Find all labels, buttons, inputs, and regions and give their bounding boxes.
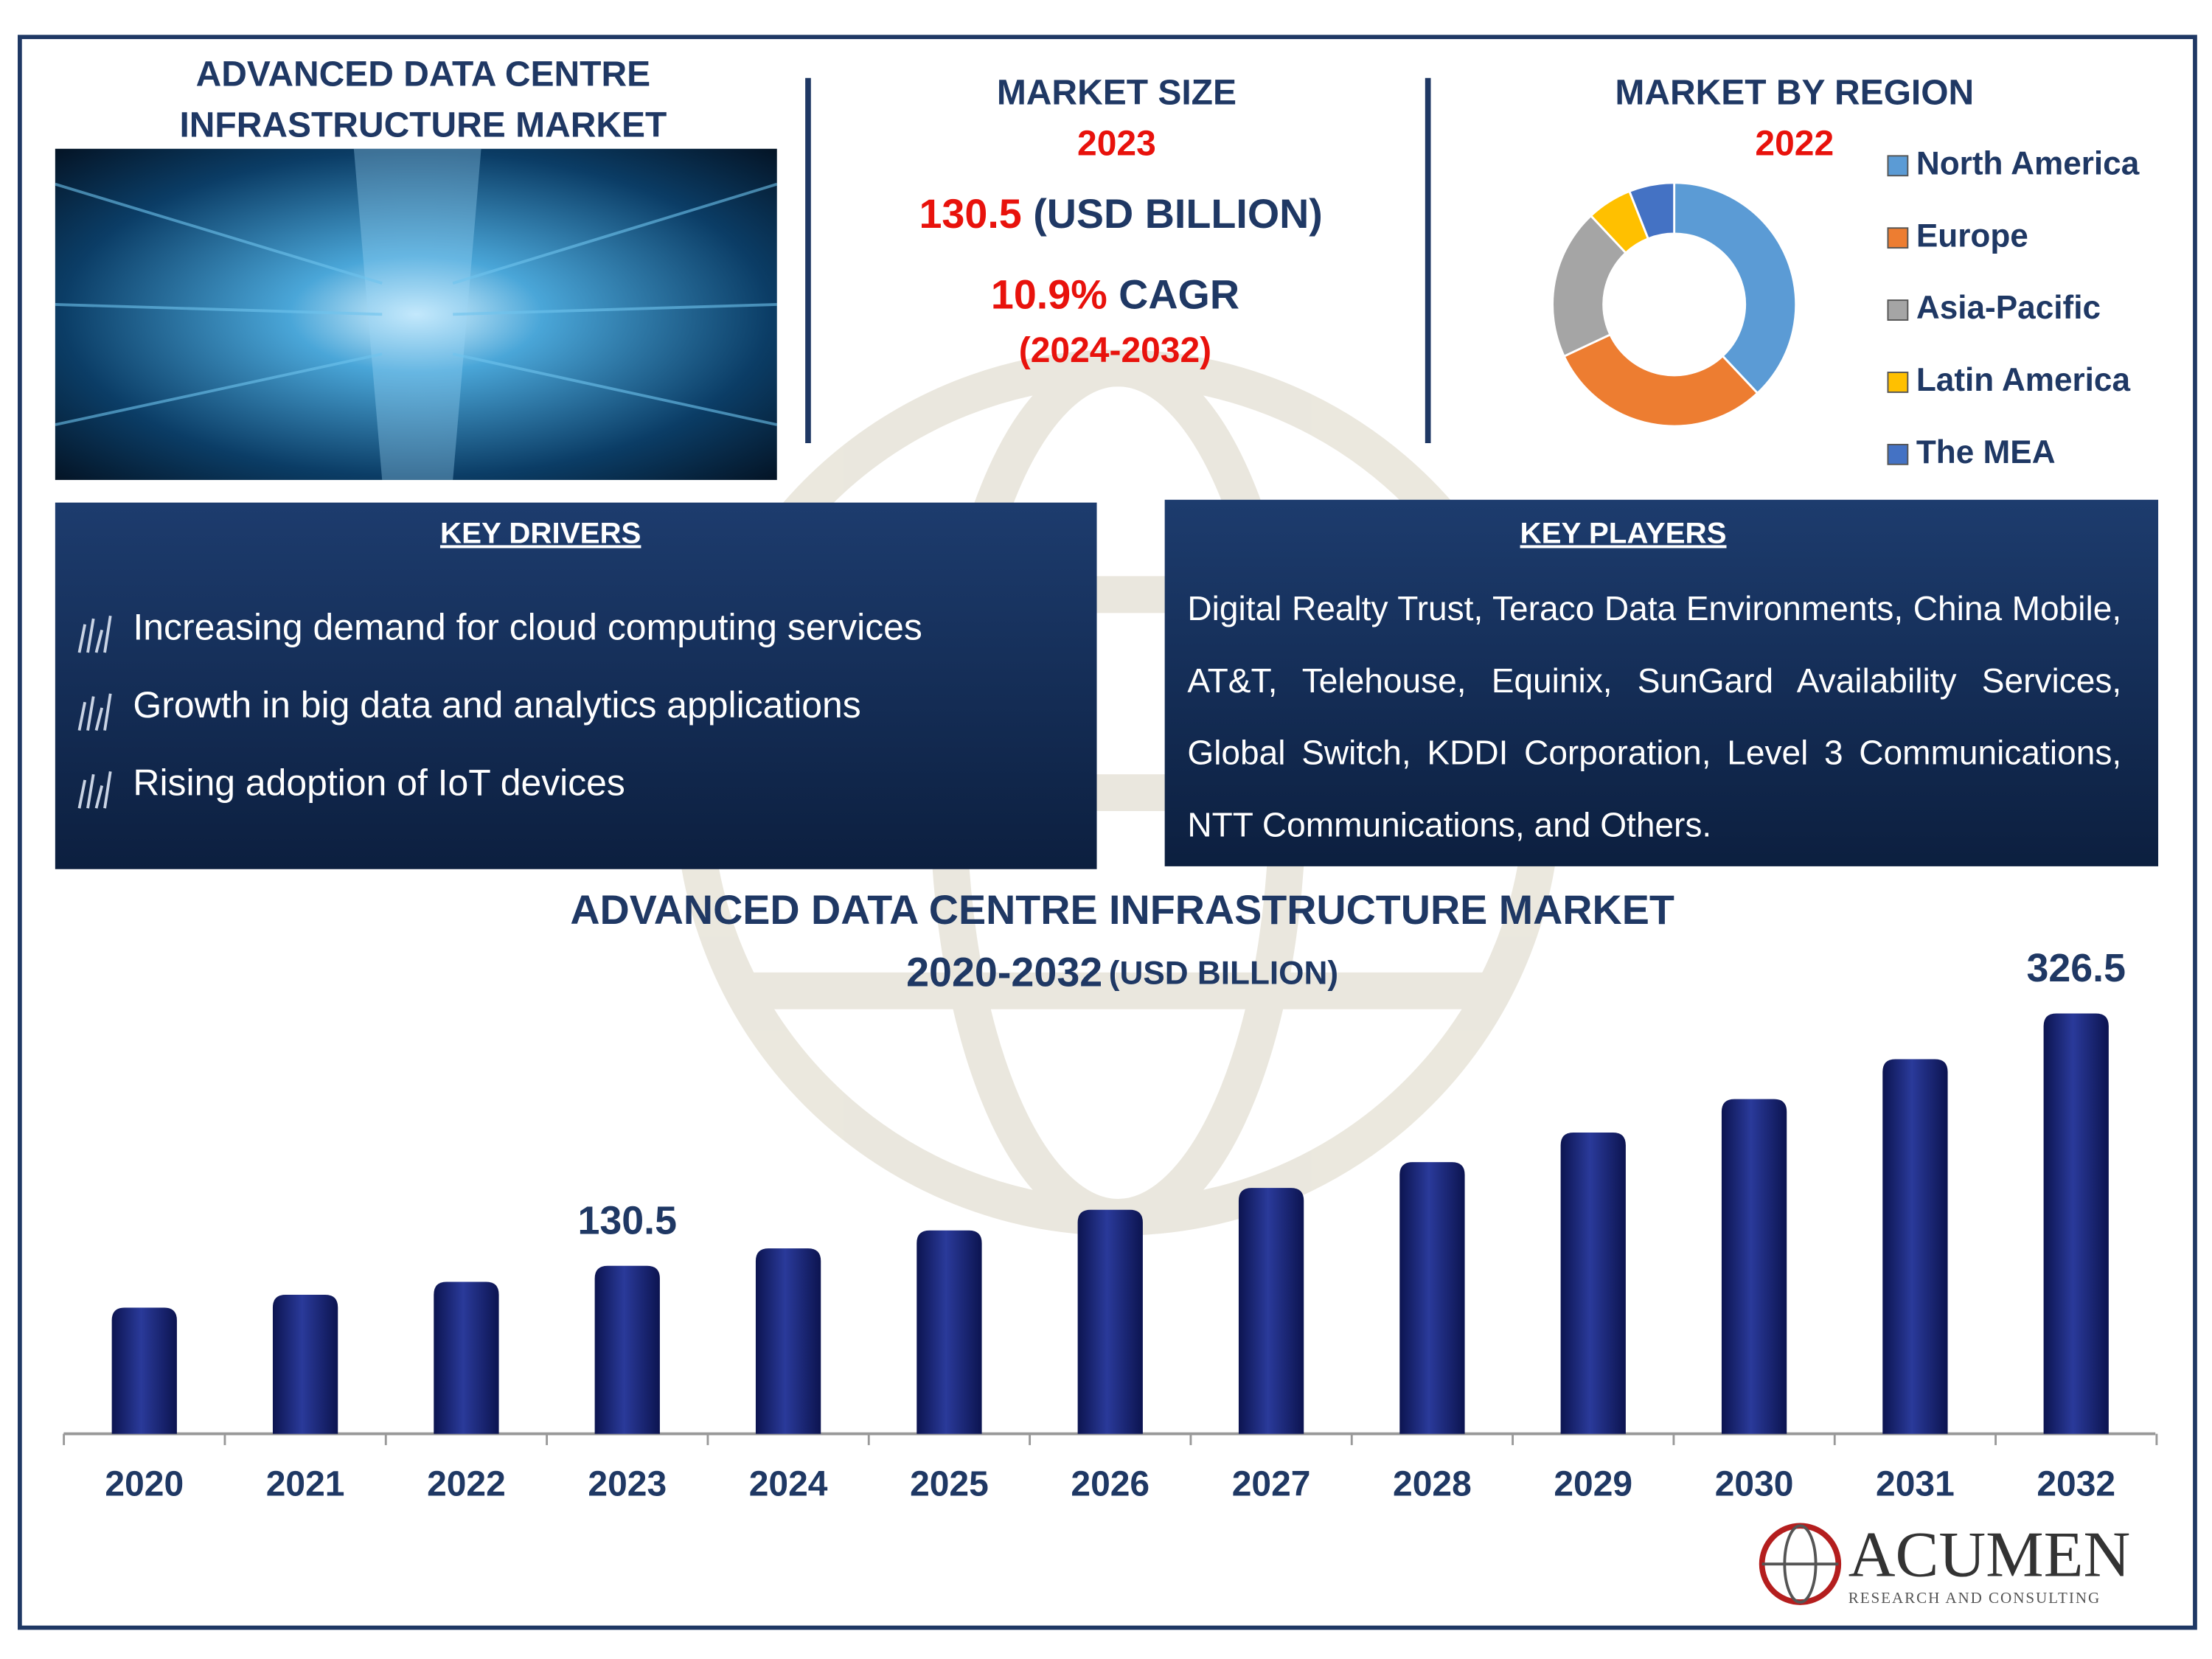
bar (1238, 1188, 1304, 1434)
logo-name: ACUMEN (1848, 1519, 2131, 1591)
donut-segment (1627, 181, 1676, 240)
value-label: 130.5 (578, 1198, 677, 1242)
legend-label: Asia-Pacific (1916, 290, 2101, 326)
icon-stroke (103, 615, 112, 653)
legend-swatch (1887, 227, 1909, 249)
donut-segment (1673, 181, 1798, 395)
legend-swatch (1887, 299, 1909, 321)
bar (917, 1230, 982, 1434)
value-label: 326.5 (2027, 946, 2126, 990)
period: (2024-2032) (1019, 331, 1211, 370)
bar (1399, 1162, 1465, 1434)
icon-stroke (103, 693, 112, 731)
legend-label: Latin America (1916, 362, 2131, 398)
bar (755, 1248, 821, 1434)
value: 130.5 (919, 191, 1021, 237)
bar-subtitle-line: 2020-2032 (USD BILLION) (906, 949, 1338, 995)
driver-text: Increasing demand for cloud computing se… (133, 607, 922, 648)
x-tick-label: 2028 (1393, 1464, 1472, 1503)
donut-segment (1562, 333, 1759, 428)
bar (594, 1265, 660, 1434)
title: ADVANCED DATA CENTRE (196, 55, 650, 94)
icon-stroke (94, 629, 104, 653)
driver-text: Growth in big data and analytics applica… (133, 684, 860, 726)
donut-title: MARKET BY REGION (1615, 74, 1974, 113)
legend-label: The MEA (1916, 434, 2056, 470)
x-tick-label: 2031 (1876, 1464, 1955, 1503)
heading: MARKET SIZE (997, 74, 1237, 113)
legend-swatch (1887, 443, 1909, 465)
players-heading: KEY PLAYERS (1520, 516, 1727, 549)
x-tick-label: 2026 (1071, 1464, 1150, 1503)
icon-stroke (77, 701, 87, 731)
icon-stroke (86, 618, 95, 653)
year: 2023 (1077, 125, 1156, 164)
players-text: Digital Realty Trust, Teraco Data Enviro… (1187, 590, 2122, 846)
title: INFRASTRUCTURE MARKET (179, 106, 667, 145)
legend-label: North America (1916, 145, 2140, 181)
bar (1560, 1133, 1626, 1434)
bar-title: ADVANCED DATA CENTRE INFRASTRUCTURE MARK… (570, 887, 1674, 933)
x-tick-label: 2027 (1232, 1464, 1311, 1503)
x-tick-label: 2021 (266, 1464, 345, 1503)
bar-unit: (USD BILLION) (1109, 955, 1338, 991)
logo-tagline: RESEARCH AND CONSULTING (1848, 1589, 2101, 1607)
x-tick-label: 2032 (2037, 1464, 2115, 1503)
legend-label: Europe (1916, 218, 2028, 254)
x-tick-label: 2029 (1554, 1464, 1632, 1503)
drivers-heading: KEY DRIVERS (440, 516, 641, 549)
bar (1077, 1209, 1143, 1434)
bar (434, 1281, 499, 1434)
drivers-list: Increasing demand for cloud computing se… (77, 607, 922, 809)
icon-stroke (77, 624, 87, 653)
market-value: 130.5 (USD BILLION) (919, 191, 1322, 237)
x-tick-label: 2023 (588, 1464, 667, 1503)
bar (1721, 1099, 1787, 1434)
donut-segment (1551, 214, 1627, 358)
unit: (USD BILLION) (1033, 191, 1323, 237)
icon-stroke (94, 707, 104, 731)
driver-icon (77, 771, 112, 809)
drivers-box (55, 502, 1097, 869)
players-box (1164, 499, 2159, 866)
icon-stroke (86, 696, 95, 731)
icon-stroke (86, 773, 95, 809)
x-tick-label: 2022 (427, 1464, 506, 1503)
legend-swatch (1887, 155, 1909, 177)
cagr-label: CAGR (1119, 271, 1239, 317)
x-tick-label: 2024 (749, 1464, 828, 1503)
charts: North America Europe Asia-Pacific Latin Ame… (63, 145, 2158, 1503)
bar (111, 1307, 177, 1434)
driver-icon (77, 693, 112, 731)
x-tick-label: 2030 (1715, 1464, 1794, 1503)
icon-stroke (94, 785, 104, 809)
legend-swatch (1887, 372, 1909, 393)
driver-icon (77, 615, 112, 653)
datacenter-image (55, 148, 778, 480)
donut-subtitle: 2022 (1755, 125, 1834, 164)
bar (272, 1295, 338, 1434)
bar-subtitle: 2020-2032 (906, 949, 1102, 995)
icon-stroke (77, 779, 87, 809)
x-tick-label: 2020 (105, 1464, 184, 1503)
cagr-value: 10.9% (991, 271, 1107, 317)
driver-text: Rising adoption of IoT devices (133, 762, 625, 804)
bar (1882, 1059, 1948, 1434)
x-tick-label: 2025 (910, 1464, 989, 1503)
cagr: 10.9% CAGR (991, 271, 1239, 317)
players-container: Digital Realty Trust, Teraco Data Enviro… (1187, 590, 2122, 846)
logo: ACUMEN RESEARCH AND CONSULTING (1759, 1519, 2131, 1607)
icon-stroke (103, 771, 112, 809)
bar (2043, 1013, 2109, 1434)
